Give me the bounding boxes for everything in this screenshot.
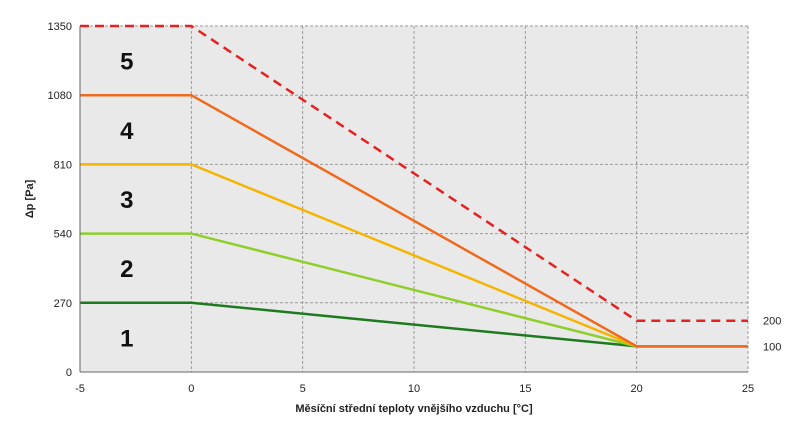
- y-axis-title: Δp [Pa]: [24, 179, 36, 218]
- zone-label-2: 2: [120, 256, 133, 283]
- zone-label-3: 3: [120, 187, 133, 214]
- series-group: [80, 24, 748, 348]
- zone-label-1: 1: [120, 325, 133, 352]
- y-tick-label: 0: [66, 367, 72, 379]
- y-tick-label: 540: [54, 229, 72, 241]
- x-tick-label: -5: [75, 383, 85, 395]
- x-tick-label: 25: [742, 383, 754, 395]
- zone-labels: 1 2 3 4 5 200 100: [120, 49, 781, 354]
- zone-label-4: 4: [120, 118, 134, 145]
- y-tick-label: 1350: [48, 21, 72, 33]
- series-line-4: [80, 93, 748, 348]
- y-tick-label: 810: [54, 159, 72, 171]
- x-tick-label: 15: [519, 383, 531, 395]
- x-tick-label: 5: [300, 383, 306, 395]
- series-line-5: [80, 24, 748, 322]
- x-axis-title: Měsíční střední teploty vnějšího vzduchu…: [295, 403, 533, 415]
- end-label-100: 100: [763, 341, 781, 353]
- zone-label-5: 5: [120, 49, 133, 76]
- x-tick-label: 0: [188, 383, 194, 395]
- y-tick-label: 270: [54, 298, 72, 310]
- x-tick-label: 20: [631, 383, 643, 395]
- x-tick-label: 10: [408, 383, 420, 395]
- end-label-200: 200: [763, 316, 781, 328]
- y-tick-label: 1080: [48, 90, 72, 102]
